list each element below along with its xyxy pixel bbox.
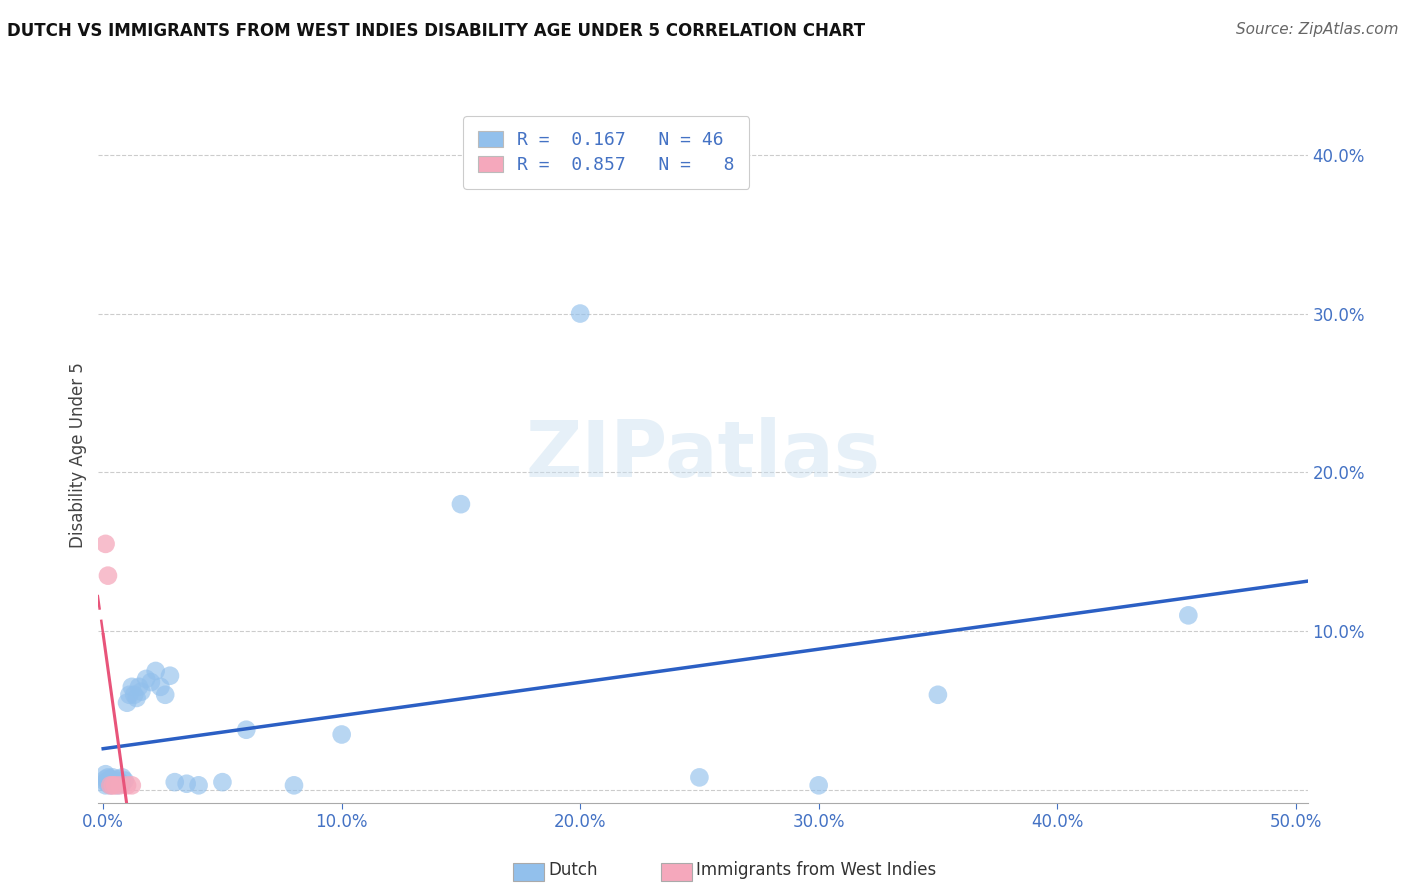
Point: [450, 497, 472, 511]
Point: [569, 307, 592, 321]
Point: [94, 778, 117, 792]
Point: [235, 723, 257, 737]
Point: [163, 775, 186, 789]
Legend: R =  0.167   N = 46, R =  0.857   N =   8: R = 0.167 N = 46, R = 0.857 N = 8: [463, 116, 749, 189]
Point: [115, 696, 138, 710]
Point: [108, 778, 131, 792]
Point: [121, 778, 143, 792]
Point: [128, 680, 150, 694]
Point: [807, 778, 830, 792]
Point: [283, 778, 305, 792]
Point: [927, 688, 949, 702]
Point: [108, 775, 131, 789]
Point: [97, 771, 120, 785]
Point: [111, 771, 134, 785]
Text: ZIPatlas: ZIPatlas: [526, 417, 880, 493]
Point: [104, 777, 127, 791]
Point: [98, 772, 121, 786]
Point: [97, 777, 120, 791]
Point: [107, 772, 129, 786]
Point: [330, 727, 353, 741]
Point: [101, 778, 124, 792]
Point: [94, 772, 117, 786]
Point: [125, 690, 148, 705]
Point: [101, 771, 124, 785]
Point: [94, 767, 117, 781]
Point: [153, 688, 176, 702]
Point: [122, 688, 145, 702]
Point: [97, 568, 120, 582]
Point: [187, 778, 209, 792]
Text: DUTCH VS IMMIGRANTS FROM WEST INDIES DISABILITY AGE UNDER 5 CORRELATION CHART: DUTCH VS IMMIGRANTS FROM WEST INDIES DIS…: [7, 22, 865, 40]
Point: [98, 778, 121, 792]
Point: [159, 669, 181, 683]
Point: [94, 775, 117, 789]
Text: Immigrants from West Indies: Immigrants from West Indies: [696, 861, 936, 879]
Point: [115, 778, 138, 792]
Point: [145, 664, 167, 678]
Point: [98, 778, 121, 792]
Point: [107, 778, 129, 792]
Point: [104, 778, 127, 792]
Point: [149, 680, 172, 694]
Point: [97, 773, 120, 788]
Point: [118, 688, 141, 702]
Point: [111, 777, 134, 791]
Point: [1177, 608, 1199, 623]
Point: [688, 771, 710, 785]
Point: [176, 777, 198, 791]
Point: [114, 773, 136, 788]
Point: [139, 675, 162, 690]
Point: [101, 777, 124, 791]
Y-axis label: Disability Age Under 5: Disability Age Under 5: [69, 362, 87, 548]
Point: [104, 773, 127, 788]
Point: [131, 684, 153, 698]
Point: [98, 775, 121, 789]
Point: [121, 680, 143, 694]
Point: [211, 775, 233, 789]
Text: Source: ZipAtlas.com: Source: ZipAtlas.com: [1236, 22, 1399, 37]
Point: [135, 672, 157, 686]
Point: [94, 537, 117, 551]
Text: Dutch: Dutch: [548, 861, 598, 879]
